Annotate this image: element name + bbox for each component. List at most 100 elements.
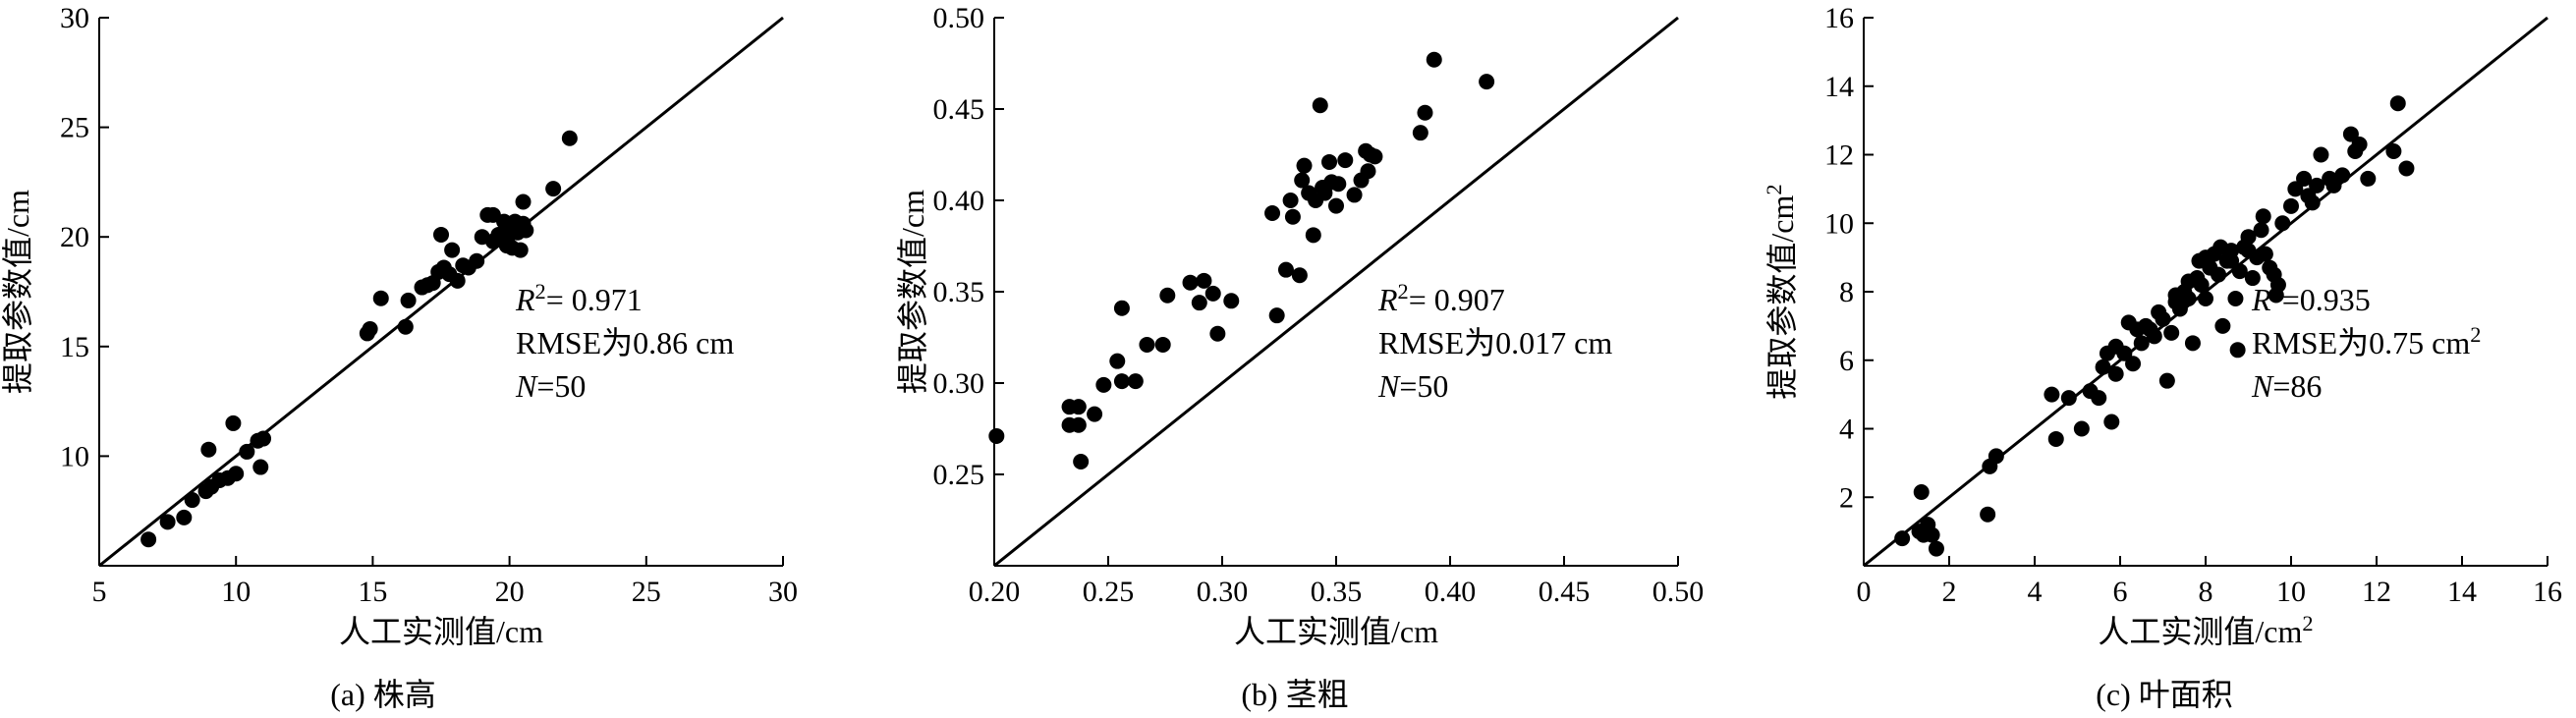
data-point (2296, 170, 2313, 187)
data-point (255, 430, 272, 447)
panel-caption: (b) 茎粗 (1241, 677, 1348, 712)
data-point (1980, 506, 1996, 523)
data-point (1337, 152, 1354, 169)
data-point (2155, 310, 2171, 327)
data-point (2229, 342, 2246, 359)
y-tick-label: 0.30 (933, 367, 985, 400)
data-point (2044, 386, 2060, 403)
x-tick-label: 20 (495, 576, 525, 608)
y-tick-label: 0.35 (933, 276, 985, 308)
data-point (2125, 356, 2142, 372)
x-axis-label: 人工实测值/cm (339, 614, 543, 649)
data-point (2060, 390, 2077, 407)
x-tick-label: 14 (2447, 576, 2477, 608)
data-point (1360, 163, 1376, 180)
x-tick-label: 16 (2533, 576, 2562, 608)
y-tick-label: 0.25 (933, 459, 985, 491)
data-point (1070, 416, 1087, 433)
y-axis-label: 提取参数值/cm2 (1762, 184, 1801, 399)
x-tick-label: 10 (221, 576, 251, 608)
y-tick-label: 16 (1824, 2, 1854, 34)
y-tick-label: 0.45 (933, 93, 985, 126)
data-point (2091, 390, 2107, 407)
data-point (515, 193, 532, 210)
data-point (441, 266, 458, 283)
data-point (988, 427, 1005, 444)
x-tick-label: 2 (1942, 576, 1957, 608)
data-point (1159, 287, 1176, 304)
data-point (200, 441, 217, 458)
rmse-label: RMSE为0.86 cm (516, 325, 734, 360)
data-point (372, 290, 389, 306)
data-point (2351, 137, 2368, 153)
data-point (2107, 365, 2124, 382)
data-point (397, 318, 414, 335)
fit-line (993, 16, 1679, 568)
data-point (1277, 261, 1294, 278)
x-tick-label: 5 (92, 576, 107, 608)
data-point (1294, 172, 1311, 189)
data-point (2309, 177, 2325, 193)
data-point (1113, 300, 1130, 316)
scatter-panel-1: 5 10 15 20 25 30 10 15 20 25 30 人工实测值/cm 提取参数值/cm R2=… (0, 2, 798, 712)
data-point (414, 279, 430, 296)
data-point (1073, 453, 1090, 469)
data-point (1894, 530, 1911, 547)
data-point (362, 320, 378, 337)
x-tick-label: 8 (2199, 576, 2213, 608)
y-tick-label: 2 (1839, 481, 1854, 514)
panel-caption: (c) 叶面积 (2096, 677, 2233, 712)
data-point (2313, 146, 2329, 163)
r-squared-label: R2= 0.907 (1377, 279, 1505, 318)
data-point (2240, 243, 2257, 259)
data-point (2274, 215, 2291, 232)
data-point (2184, 335, 2201, 352)
data-point (1139, 336, 1155, 353)
data-point (2103, 414, 2120, 430)
y-tick-label: 0.50 (933, 2, 985, 34)
data-point (1330, 176, 1347, 193)
data-point (1924, 526, 1940, 543)
data-point (1291, 267, 1308, 284)
rmse-label: RMSE为0.75 cm2 (2252, 322, 2481, 361)
x-tick-label: 0.25 (1083, 576, 1135, 608)
data-point (1321, 153, 1338, 170)
data-point (2255, 208, 2271, 225)
data-point (444, 242, 461, 258)
data-point (1312, 97, 1328, 114)
data-point (400, 292, 417, 308)
data-point (1191, 295, 1207, 311)
data-point (2223, 252, 2240, 269)
data-point (2269, 277, 2286, 294)
x-tick-label: 12 (2362, 576, 2391, 608)
y-tick-label: 6 (1839, 345, 1854, 377)
data-point (1988, 448, 2004, 465)
data-point (184, 492, 200, 509)
data-point (498, 238, 515, 254)
data-point (2389, 95, 2406, 112)
data-point (1426, 51, 1442, 68)
data-point (2167, 287, 2184, 304)
data-point (1127, 373, 1144, 390)
data-point (484, 206, 501, 223)
data-point (2163, 324, 2180, 341)
x-tick-label: 6 (2113, 576, 2128, 608)
y-axis-label: 提取参数值/cm (895, 190, 930, 394)
data-point (1154, 336, 1171, 353)
y-tick-label: 12 (1824, 139, 1854, 172)
y-tick-label: 8 (1839, 276, 1854, 308)
scatter-panel-2: 0.20 0.25 0.30 0.35 0.40 0.45 0.50 0.25 0.30 0.35… (895, 2, 1704, 712)
x-tick-label: 0.50 (1652, 576, 1705, 608)
data-point (2360, 170, 2377, 187)
data-point (2133, 335, 2150, 352)
data-point (2073, 420, 2090, 437)
data-point (490, 226, 507, 243)
data-point (2198, 249, 2213, 266)
y-tick-label: 10 (1824, 207, 1854, 240)
data-point (1346, 187, 1363, 203)
data-point (2385, 143, 2402, 160)
x-tick-label: 10 (2276, 576, 2306, 608)
data-point (2047, 430, 2064, 447)
x-axis-label: 人工实测值/cm2 (2098, 611, 2313, 650)
data-point (2240, 229, 2257, 246)
